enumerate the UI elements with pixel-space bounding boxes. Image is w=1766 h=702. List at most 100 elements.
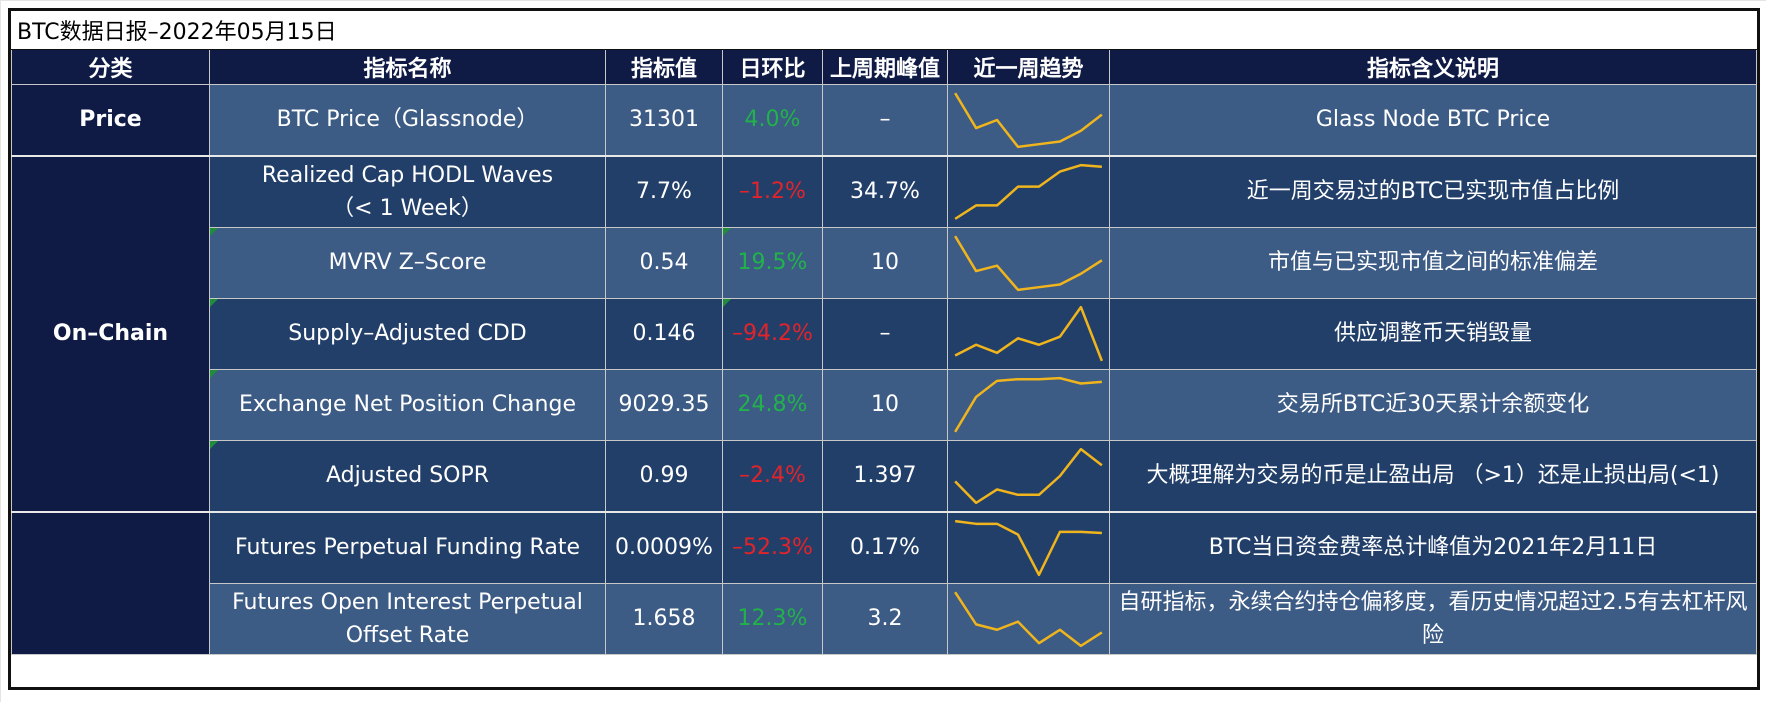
day-over-day-cell-text: 24.8% <box>737 392 808 417</box>
metric-value-cell[interactable]: 0.146 <box>605 297 723 370</box>
description-cell-text: 自研指标，永续合约持仓偏移度，看历史情况超过2.5有去杠杆风险 <box>1118 589 1748 648</box>
description-cell[interactable]: 自研指标，永续合约持仓偏移度，看历史情况超过2.5有去杠杆风险 <box>1109 582 1757 655</box>
metric-value-cell-text: 7.7% <box>636 179 692 204</box>
prev-peak-cell[interactable]: 10 <box>822 226 948 299</box>
table-row: Adjusted SOPR 0.99 –2.4% 1.397 大概理解为交易的币是止盈出… <box>12 439 1757 512</box>
metric-name-cell-text: Futures Perpetual Funding Rate <box>235 535 580 560</box>
table-row: Exchange Net Position Change 9029.35 24.8%… <box>12 368 1757 441</box>
trend-line <box>955 307 1102 361</box>
report-title[interactable]: BTC数据日报–2022年05月15日 <box>11 11 1757 50</box>
day-over-day-cell[interactable]: 19.5% <box>722 226 823 299</box>
metric-value-cell[interactable]: 31301 <box>605 83 723 156</box>
header-prev-peak[interactable]: 上周期峰值 <box>822 50 948 85</box>
metric-value-cell[interactable]: 0.0009% <box>605 510 723 584</box>
metric-name-cell[interactable]: Supply–Adjusted CDD <box>209 297 606 370</box>
prev-peak-cell-text: 1.397 <box>853 463 917 488</box>
metric-name-cell[interactable]: MVRV Z–Score <box>209 226 606 299</box>
header-description[interactable]: 指标含义说明 <box>1109 50 1757 85</box>
description-cell[interactable]: 市值与已实现市值之间的标准偏差 <box>1109 226 1757 299</box>
day-over-day-cell[interactable]: –52.3% <box>722 510 823 584</box>
description-cell[interactable]: 近一周交易过的BTC已实现市值占比例 <box>1109 154 1757 228</box>
metric-name-cell[interactable]: Futures Open Interest Perpetual Offset R… <box>209 582 606 655</box>
metric-name-cell-text: Exchange Net Position Change <box>239 392 576 417</box>
metric-value-cell[interactable]: 1.658 <box>605 582 723 655</box>
day-over-day-cell-text: 19.5% <box>737 250 808 275</box>
metric-name-cell[interactable]: Realized Cap HODL Waves （< 1 Week） <box>209 154 606 228</box>
metric-value-cell[interactable]: 0.99 <box>605 439 723 512</box>
trend-sparkline <box>951 232 1106 294</box>
description-cell-text: 供应调整币天销毁量 <box>1333 321 1532 346</box>
header-category[interactable]: 分类 <box>11 50 210 85</box>
day-over-day-cell[interactable]: 4.0% <box>722 83 823 156</box>
trend-sparkline <box>951 588 1106 650</box>
prev-peak-cell[interactable]: – <box>822 297 948 370</box>
day-over-day-cell-text: –2.4% <box>739 463 806 488</box>
metric-name-cell-text: Futures Open Interest Perpetual Offset R… <box>232 589 583 648</box>
metric-name-cell[interactable]: Futures Perpetual Funding Rate <box>209 510 606 584</box>
metric-value-cell[interactable]: 0.54 <box>605 226 723 299</box>
category-cell-derivatives[interactable] <box>11 510 210 655</box>
table-row: Futures Perpetual Funding Rate 0.0009% –52… <box>11 510 1757 655</box>
trend-line <box>955 165 1102 219</box>
weekly-trend-cell[interactable] <box>947 83 1110 156</box>
weekly-trend-cell[interactable] <box>947 510 1110 584</box>
metric-name-cell-text: BTC Price（Glassnode） <box>276 107 539 132</box>
weekly-trend-cell[interactable] <box>947 368 1110 441</box>
category-cell-price[interactable]: Price <box>11 83 210 156</box>
category-cell-onchain[interactable]: On–Chain <box>11 154 210 512</box>
prev-peak-cell-text: 3.2 <box>867 606 903 631</box>
header-row: 分类 指标名称 指标值 日环比 上周期峰值 近一周趋势 指标含义说明 <box>11 50 1757 85</box>
metric-value-cell-text: 0.54 <box>639 250 689 275</box>
metric-value-cell[interactable]: 7.7% <box>605 154 723 228</box>
metric-name-cell[interactable]: Adjusted SOPR <box>209 439 606 512</box>
metric-value-cell-text: 0.146 <box>632 321 696 346</box>
day-over-day-cell-text: –52.3% <box>732 535 813 560</box>
header-metric-name[interactable]: 指标名称 <box>209 50 606 85</box>
day-over-day-cell[interactable]: 24.8% <box>722 368 823 441</box>
day-over-day-cell-text: 12.3% <box>737 606 808 631</box>
metric-name-cell-text: Realized Cap HODL Waves （< 1 Week） <box>261 162 554 221</box>
day-over-day-cell-text: 4.0% <box>744 107 801 132</box>
metric-value-cell[interactable]: 9029.35 <box>605 368 723 441</box>
prev-peak-cell[interactable]: 1.397 <box>822 439 948 512</box>
report-table-container: BTC数据日报–2022年05月15日 分类 指标名称 指标值 日环比 上周期峰… <box>8 8 1760 690</box>
table-row: Futures Open Interest Perpetual Offset R… <box>12 582 1757 655</box>
day-over-day-cell[interactable]: 12.3% <box>722 582 823 655</box>
prev-peak-cell[interactable]: 34.7% <box>822 154 948 228</box>
description-cell[interactable]: Glass Node BTC Price <box>1109 83 1757 156</box>
header-metric-value[interactable]: 指标值 <box>605 50 723 85</box>
day-over-day-cell-text: –1.2% <box>739 179 806 204</box>
metric-name-cell[interactable]: Exchange Net Position Change <box>209 368 606 441</box>
prev-peak-cell[interactable]: 3.2 <box>822 582 948 655</box>
weekly-trend-cell[interactable] <box>947 226 1110 299</box>
metric-name-cell-text: Supply–Adjusted CDD <box>288 321 527 346</box>
trend-line <box>955 449 1102 503</box>
trend-line <box>955 236 1102 290</box>
table-row: Price BTC Price（Glassnode） 31301 4.0% – Glass… <box>11 83 1757 156</box>
prev-peak-cell-text: – <box>879 107 891 132</box>
table-row: On–Chain Realized Cap HODL Waves （< 1 Wee… <box>11 154 1757 512</box>
day-over-day-cell[interactable]: –94.2% <box>722 297 823 370</box>
trend-line <box>955 93 1102 147</box>
weekly-trend-cell[interactable] <box>947 582 1110 655</box>
metric-name-cell-text: MVRV Z–Score <box>328 250 487 275</box>
header-day-over-day[interactable]: 日环比 <box>722 50 823 85</box>
header-weekly-trend[interactable]: 近一周趋势 <box>947 50 1110 85</box>
day-over-day-cell[interactable]: –2.4% <box>722 439 823 512</box>
prev-peak-cell[interactable]: 0.17% <box>822 510 948 584</box>
weekly-trend-cell[interactable] <box>947 297 1110 370</box>
day-over-day-cell[interactable]: –1.2% <box>722 154 823 228</box>
prev-peak-cell[interactable]: – <box>822 83 948 156</box>
metric-value-cell-text: 9029.35 <box>618 392 710 417</box>
description-cell[interactable]: 交易所BTC近30天累计余额变化 <box>1109 368 1757 441</box>
description-cell-text: 交易所BTC近30天累计余额变化 <box>1276 392 1590 417</box>
description-cell[interactable]: BTC当日资金费率总计峰值为2021年2月11日 <box>1109 510 1757 584</box>
trend-line <box>955 378 1102 432</box>
description-cell[interactable]: 供应调整币天销毁量 <box>1109 297 1757 370</box>
weekly-trend-cell[interactable] <box>947 154 1110 228</box>
metric-name-cell[interactable]: BTC Price（Glassnode） <box>209 83 606 156</box>
description-cell[interactable]: 大概理解为交易的币是止盈出局 （>1）还是止损出局(<1) <box>1109 439 1757 512</box>
description-cell-text: Glass Node BTC Price <box>1315 107 1551 132</box>
weekly-trend-cell[interactable] <box>947 439 1110 512</box>
prev-peak-cell[interactable]: 10 <box>822 368 948 441</box>
